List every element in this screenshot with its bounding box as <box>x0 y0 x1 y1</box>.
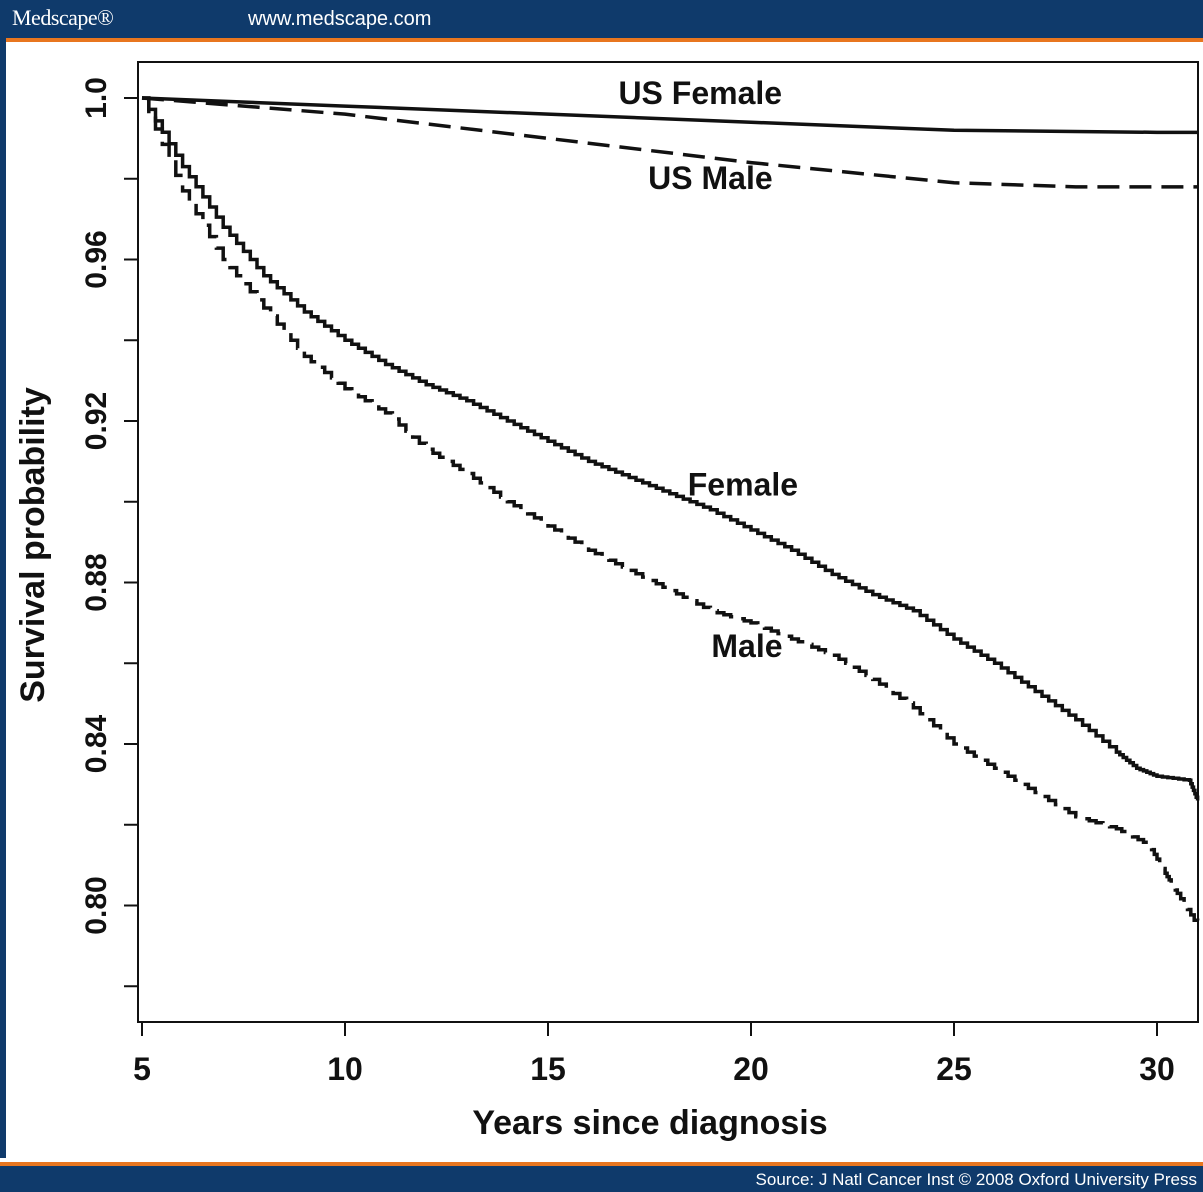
y-axis-label: Survival probability <box>14 387 52 703</box>
y-tick-label: 0.88 <box>80 553 113 611</box>
medscape-logo[interactable]: Medscape® <box>12 5 114 30</box>
series-line-us-female <box>141 96 1198 135</box>
x-tick-label: 5 <box>133 1051 151 1087</box>
x-axis-label: Years since diagnosis <box>472 1104 827 1142</box>
x-tick-label: 25 <box>936 1051 972 1087</box>
x-tick-label: 15 <box>530 1051 566 1087</box>
series-labels: US Female US Male Female Male <box>618 75 798 664</box>
series-line-female <box>142 96 1200 801</box>
left-border <box>0 38 6 1158</box>
series-lines <box>141 96 1200 926</box>
site-url[interactable]: www.medscape.com <box>248 8 432 30</box>
y-tick-label: 0.96 <box>80 230 113 288</box>
y-axis: 0.80 0.84 0.88 0.92 0.96 1.0 <box>80 77 139 988</box>
footer-bar: Source: J Natl Cancer Inst © 2008 Oxford… <box>0 1162 1203 1192</box>
y-tick-label: 0.92 <box>80 392 113 450</box>
y-tick-label: 0.84 <box>80 714 113 773</box>
source-credit: Source: J Natl Cancer Inst © 2008 Oxford… <box>755 1170 1197 1189</box>
series-label-male: Male <box>711 628 782 664</box>
x-axis: 5 10 15 20 25 30 <box>133 1021 1175 1087</box>
series-label-female: Female <box>688 467 798 503</box>
x-tick-label: 30 <box>1139 1051 1175 1087</box>
series-label-us-male: US Male <box>648 160 772 196</box>
series-line-male <box>142 96 1200 926</box>
y-tick-label: 0.80 <box>80 876 113 934</box>
x-tick-label: 10 <box>327 1051 363 1087</box>
series-label-us-female: US Female <box>618 75 782 111</box>
x-tick-label: 20 <box>733 1051 769 1087</box>
plot-frame <box>137 61 1199 1023</box>
header-bar: Medscape® www.medscape.com <box>0 0 1203 42</box>
series-line-us-male <box>141 96 1198 189</box>
y-tick-label: 1.0 <box>80 77 113 119</box>
